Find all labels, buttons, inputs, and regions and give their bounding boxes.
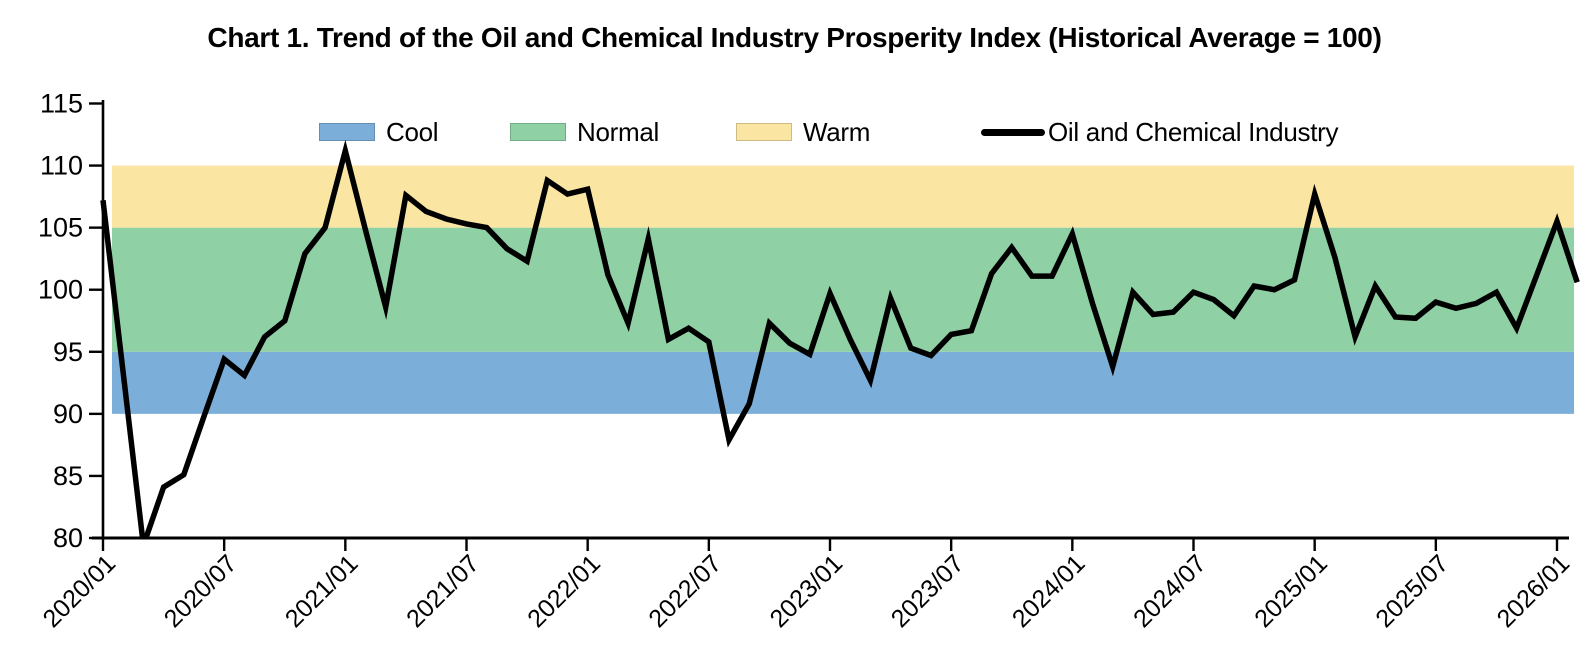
x-tick-label: 2021/07 (401, 549, 485, 633)
series-line-sample-icon (981, 128, 1045, 136)
x-tick-label: 2021/01 (280, 549, 364, 633)
x-tick-label: 2025/07 (1370, 549, 1454, 633)
x-tick-label: 2025/01 (1249, 549, 1333, 633)
warm-band-swatch-icon (736, 123, 792, 141)
x-tick-label: 2020/01 (38, 549, 122, 633)
x-tick-label: 2026/01 (1492, 549, 1576, 633)
x-tick-label: 2023/07 (886, 549, 970, 633)
x-tick-label: 2023/01 (765, 549, 849, 633)
x-tick-label: 2022/01 (522, 549, 606, 633)
y-tick-label: 80 (53, 523, 83, 553)
legend-item-cool: Cool (319, 114, 439, 150)
x-tick-label: 2024/07 (1128, 549, 1212, 633)
x-tick-label: 2022/07 (643, 549, 727, 633)
chart-title: Chart 1. Trend of the Oil and Chemical I… (207, 22, 1382, 53)
legend-label-cool: Cool (386, 116, 439, 147)
y-tick-label: 85 (53, 461, 83, 491)
legend-label-normal: Normal (577, 116, 659, 147)
band-cool (112, 351, 1574, 414)
legend-item-series: Oil and Chemical Industry (981, 114, 1338, 150)
legend-item-warm: Warm (736, 114, 870, 150)
y-tick-label: 110 (40, 151, 83, 181)
y-tick-label: 90 (53, 399, 83, 429)
x-tick-label: 2024/01 (1007, 549, 1091, 633)
legend-item-normal: Normal (510, 114, 659, 150)
chart-legend: Cool Normal Warm Oil and Chemical Indust… (0, 114, 1589, 150)
x-tick-label: 2020/07 (159, 549, 243, 633)
legend-label-warm: Warm (803, 116, 871, 147)
y-tick-label: 115 (40, 89, 83, 119)
y-tick-label: 95 (53, 337, 83, 367)
y-tick-label: 100 (38, 275, 83, 305)
legend-label-series: Oil and Chemical Industry (1048, 116, 1339, 147)
y-tick-label: 105 (38, 213, 83, 243)
series-line-oil-and-chemical-industry (100, 139, 1580, 538)
cool-band-swatch-icon (319, 123, 375, 141)
normal-band-swatch-icon (510, 123, 566, 141)
